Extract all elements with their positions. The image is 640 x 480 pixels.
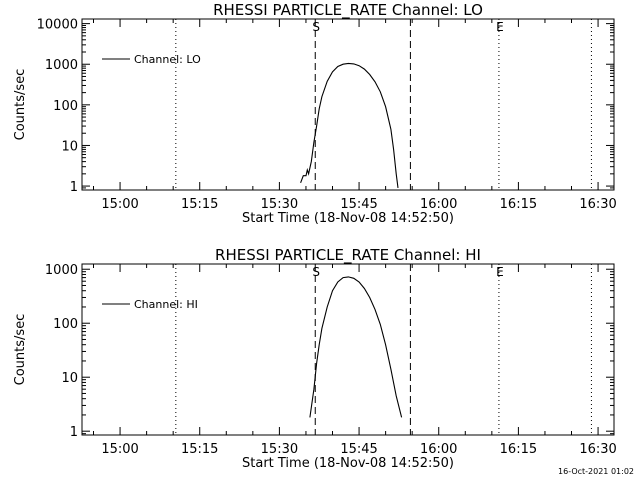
y-tick-label: 10000 <box>37 18 78 33</box>
x-tick-label: 16:30 <box>579 197 616 212</box>
x-tick-label: 15:45 <box>340 197 377 212</box>
plot-frame <box>81 263 615 436</box>
plot-frame <box>81 18 615 191</box>
series-line <box>300 62 399 188</box>
x-tick-label: 15:00 <box>101 197 138 212</box>
y-tick-label: 10 <box>61 371 78 386</box>
y-tick-label: 1000 <box>45 58 78 73</box>
x-tick-label: 15:15 <box>181 442 218 457</box>
y-tick-label: 1 <box>70 425 78 440</box>
x-tick-label: 15:30 <box>261 442 298 457</box>
series-line <box>309 276 403 418</box>
y-tick-label: 1 <box>70 180 78 195</box>
chart-title: RHESSI PARTICLE_RATE Channel: HI <box>215 246 481 265</box>
time-marker-label: S <box>312 265 320 279</box>
y-tick-label: 100 <box>53 99 78 114</box>
plot-timestamp: 16-Oct-2021 01:02 <box>558 467 634 476</box>
panel-lo: RHESSI PARTICLE_RATE Channel: LO Counts/s… <box>13 1 617 226</box>
y-axis-label: Counts/sec <box>13 69 28 141</box>
legend-entry: Channel: LO <box>134 53 201 66</box>
x-tick-label: 15:15 <box>181 197 218 212</box>
x-axis-label: Start Time (18-Nov-08 14:52:50) <box>242 456 454 471</box>
y-tick-label: 1000 <box>45 263 78 278</box>
legend-entry: Channel: HI <box>134 298 198 311</box>
x-tick-label: 15:45 <box>340 442 377 457</box>
panel-hi: RHESSI PARTICLE_RATE Channel: HI Counts/s… <box>13 246 617 471</box>
time-marker-label: E <box>496 20 504 34</box>
time-marker-label: S <box>312 20 320 34</box>
x-tick-label: 16:15 <box>500 197 537 212</box>
x-tick-label: 16:15 <box>500 442 537 457</box>
chart-title: RHESSI PARTICLE_RATE Channel: LO <box>213 1 483 20</box>
x-tick-label: 15:00 <box>101 442 138 457</box>
x-tick-label: 16:00 <box>420 197 457 212</box>
x-tick-label: 16:00 <box>420 442 457 457</box>
x-tick-label: 16:30 <box>579 442 616 457</box>
y-tick-label: 100 <box>53 317 78 332</box>
time-marker-label: E <box>496 265 504 279</box>
y-axis-label: Counts/sec <box>13 314 28 386</box>
x-tick-label: 15:30 <box>261 197 298 212</box>
x-axis-label: Start Time (18-Nov-08 14:52:50) <box>242 211 454 226</box>
y-tick-label: 10 <box>61 139 78 154</box>
